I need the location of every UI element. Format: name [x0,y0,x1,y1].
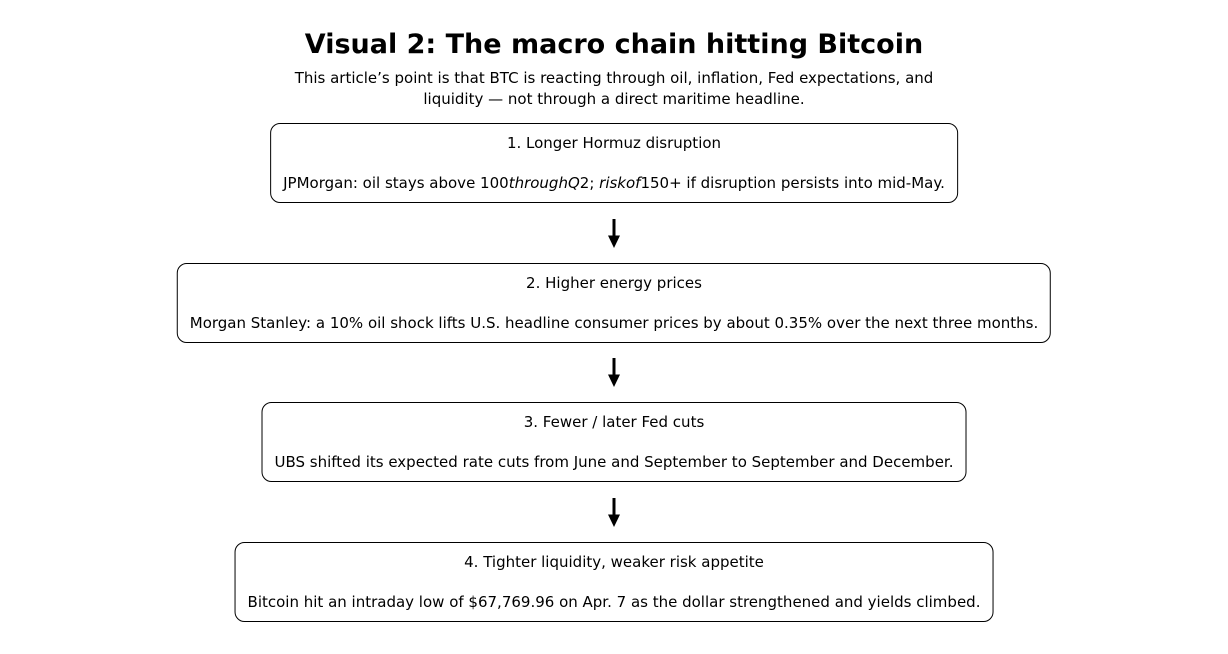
box-1-body-text: JPMorgan: oil stays above 100 [283,174,509,192]
box-3-body: UBS shifted its expected rate cuts from … [274,453,954,471]
box-2-header: 2. Higher energy prices [526,274,702,292]
box-1-header: 1. Longer Hormuz disruption [506,134,722,152]
flow-box-hormuz-disruption: 1. Longer Hormuz disruption JPMorgan: oi… [270,123,958,203]
figure-title: Visual 2: The macro chain hitting Bitcoi… [304,29,924,60]
subtitle-line-1: This article’s point is that BTC is reac… [294,69,934,87]
box-1-body-math-italic: riskof [599,174,641,192]
flow-box-energy-prices: 2. Higher energy prices Morgan Stanley: … [176,263,1052,343]
box-1-body-math-italic: throughQ [508,174,580,192]
box-4-header: 4. Tighter liquidity, weaker risk appeti… [464,553,764,571]
down-arrow-icon [605,218,623,248]
box-3-header: 3. Fewer / later Fed cuts [523,413,705,431]
subtitle-line-2: liquidity — not through a direct maritim… [423,90,805,108]
box-1-body: JPMorgan: oil stays above 100throughQ2; … [283,173,945,193]
figure-subtitle: This article’s point is that BTC is reac… [0,68,1228,110]
box-4-body: Bitcoin hit an intraday low of $67,769.9… [247,593,981,611]
box-1-body-text: 150+ if disruption persists into mid-May… [640,174,945,192]
down-arrow-icon [605,357,623,387]
down-arrow-icon [605,497,623,527]
box-1-body-text: 2; [579,174,600,192]
flow-box-liquidity-risk: 4. Tighter liquidity, weaker risk appeti… [234,542,994,622]
box-2-body: Morgan Stanley: a 10% oil shock lifts U.… [189,314,1039,332]
flow-box-fed-cuts: 3. Fewer / later Fed cuts UBS shifted it… [261,402,967,482]
